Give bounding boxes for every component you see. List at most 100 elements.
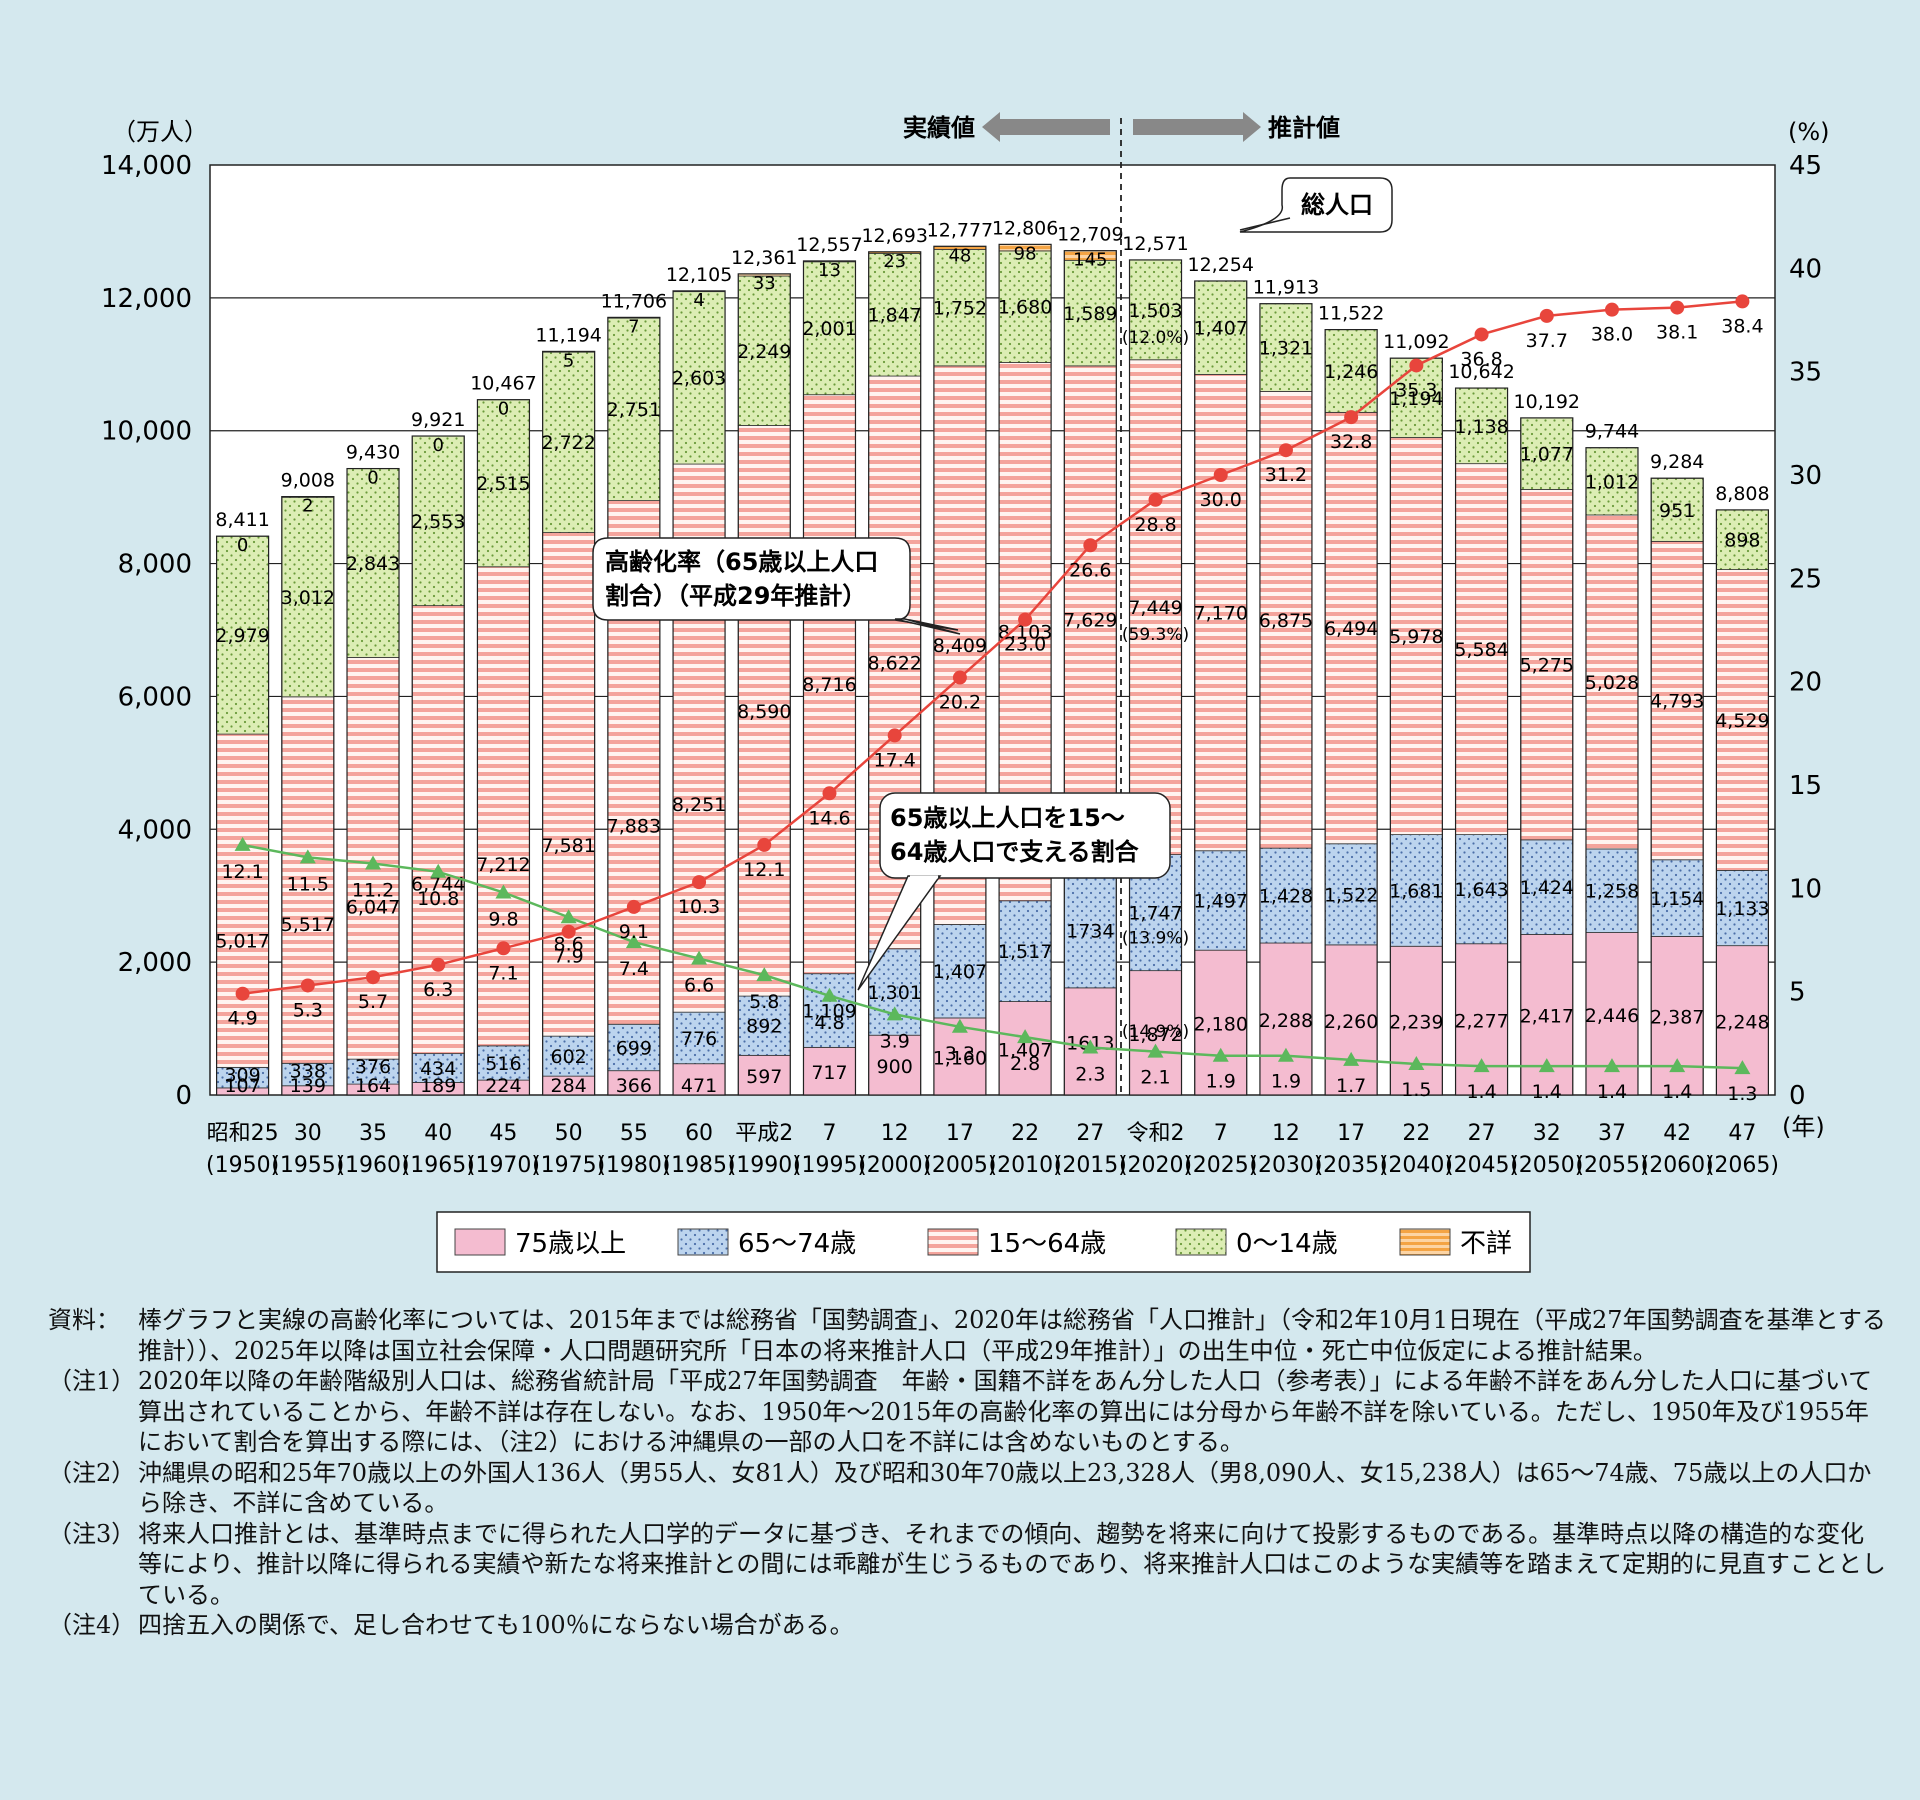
aging-rate-marker [626,899,641,914]
label-75plus: 107 [224,1075,260,1097]
bar-outline [1454,387,1509,1096]
label-unknown: 0 [498,399,509,420]
label-0-14: 2,249 [737,341,791,363]
population-chart: 1073095,0172,97908,4111393385,5173,01229… [101,112,1830,1273]
support-ratio-label: 11.5 [287,873,329,895]
x-year-label: (1975) [532,1153,605,1178]
bar-segment-s15 [1129,359,1182,855]
aging-rate-label: 5.3 [293,999,323,1021]
total-callout-text: 総人口 [1301,191,1373,219]
support-ratio-marker [1408,1056,1425,1070]
legend-swatch-s0 [1175,1228,1227,1256]
aging-rate-marker [431,957,446,972]
x-year-label: (1955) [271,1153,344,1178]
label-0-14: 1,077 [1520,444,1574,466]
label-total: 9,284 [1650,451,1704,473]
support-callout: 65歳以上人口を15～ 64歳人口で支える割合 [857,792,1171,991]
bar-outline [1715,509,1769,1096]
actual-arrow [982,112,1110,142]
aging-rate-label: 38.4 [1721,315,1763,337]
x-year-label: (2040) [1380,1153,1453,1178]
support-ratio-label: 1.9 [1271,1071,1301,1093]
label-total: 12,777 [927,219,993,241]
label-0-14: 2,751 [607,399,661,421]
actual-label: 実績値 [903,114,975,142]
support-ratio-label: 1.7 [1336,1075,1366,1097]
plot-area [209,164,1776,1096]
label-total: 9,744 [1585,421,1639,443]
support-ratio-marker [1473,1058,1490,1073]
label-75plus: 164 [355,1075,391,1097]
bar-segment-s15 [1520,489,1574,841]
bar-outline [1063,250,1117,1096]
bar-outline [1389,357,1443,1096]
note-4: （注4） 四捨五入の関係で、足し合わせても100％にならない場合がある。 [48,1610,1888,1641]
bar-segment-s15 [737,425,791,997]
label-0-14: 2,979 [215,625,269,647]
label-15-64: 8,251 [672,794,726,816]
axes: 0 2,000 4,000 6,000 8,000 10,000 12,000 14,000 0… [101,151,1822,1178]
label-65-74: 516 [485,1053,521,1075]
x-year-label: (2030) [1249,1153,1322,1178]
aging-rate-marker [1604,302,1619,317]
label-15-64: 7,212 [476,854,530,876]
label-0-14: 898 [1724,530,1760,552]
bar-segment-s75 [1324,944,1378,1096]
bar-segment-s65 [1389,834,1443,947]
label-0-14: 1,589 [1063,303,1117,325]
label-total: 12,693 [861,225,927,247]
bar-segment-s15 [1259,391,1313,849]
bar-outline [998,243,1052,1096]
x-year-label: (2000) [858,1153,931,1178]
label-15-64: 7,170 [1194,603,1248,625]
bar-segment-s15 [1063,365,1117,874]
note-2: （注2） 沖縄県の昭和25年70歳以上の外国人136人（男55人、女81人）及び… [48,1458,1888,1519]
label-65-74: 1,133 [1715,898,1769,920]
support-ratio-marker [1669,1058,1686,1073]
label-65-74: 699 [616,1037,652,1059]
bar-segment-s15 [216,733,270,1068]
support-ratio-label: 11.2 [352,880,394,902]
label-0-14: 2,515 [476,473,530,495]
support-ratio-marker [1017,1029,1034,1044]
bar-segment-s15 [281,696,335,1064]
bar-segment-s75 [998,1001,1052,1096]
label-unknown: 4 [693,290,704,311]
label-unknown: 7 [628,316,639,337]
support-ratio-label: 7.4 [619,958,649,980]
note-text: 将来人口推計とは、基準時点までに得られた人口学的データに基づき、それまでの傾向、… [138,1519,1886,1609]
label-75plus: 1,160 [933,1047,987,1069]
label-15-64: 8,590 [737,701,791,723]
left-tick-label: 4,000 [118,815,192,845]
bar-segment-s15 [1389,437,1443,835]
support-ratio-label: 3.9 [880,1030,910,1052]
label-total: 9,430 [346,442,400,464]
support-ratio-label: 12.1 [221,861,263,883]
label-total: 12,557 [796,234,862,256]
label-75plus: 900 [877,1056,913,1078]
aging-rate-label: 5.7 [358,991,388,1013]
support-ratio-marker [1277,1047,1294,1062]
support-callout-line2: 64歳人口で支える割合 [890,838,1140,866]
aging-rate-marker [496,941,511,956]
label-65-74: 1,517 [998,941,1052,963]
label-15-64: 6,875 [1259,610,1313,632]
support-ratio-label: 1.5 [1401,1079,1431,1101]
aging-rate-label: 17.4 [874,749,916,771]
bar-segment-s65 [672,1011,726,1065]
bar-segment-s65 [1715,870,1769,947]
label-75plus: 2,277 [1454,1010,1508,1032]
projected-arrow [1133,112,1261,142]
label-15-64: 5,978 [1389,626,1443,648]
support-ratio-label: 1.4 [1532,1081,1562,1103]
support-ratio-marker [365,855,382,870]
bar-segment-s0 [346,468,400,658]
legend-swatch-s65 [677,1228,729,1256]
bar-segment-s0 [411,435,465,607]
label-unknown: 98 [1014,243,1037,264]
bar-segment-s15 [1715,569,1769,871]
x-year-label: (2015) [1054,1153,1127,1178]
label-0-14: 1,321 [1259,338,1313,360]
x-year-label: (1980) [597,1153,670,1178]
x-tick-label: 22 [1402,1121,1430,1146]
